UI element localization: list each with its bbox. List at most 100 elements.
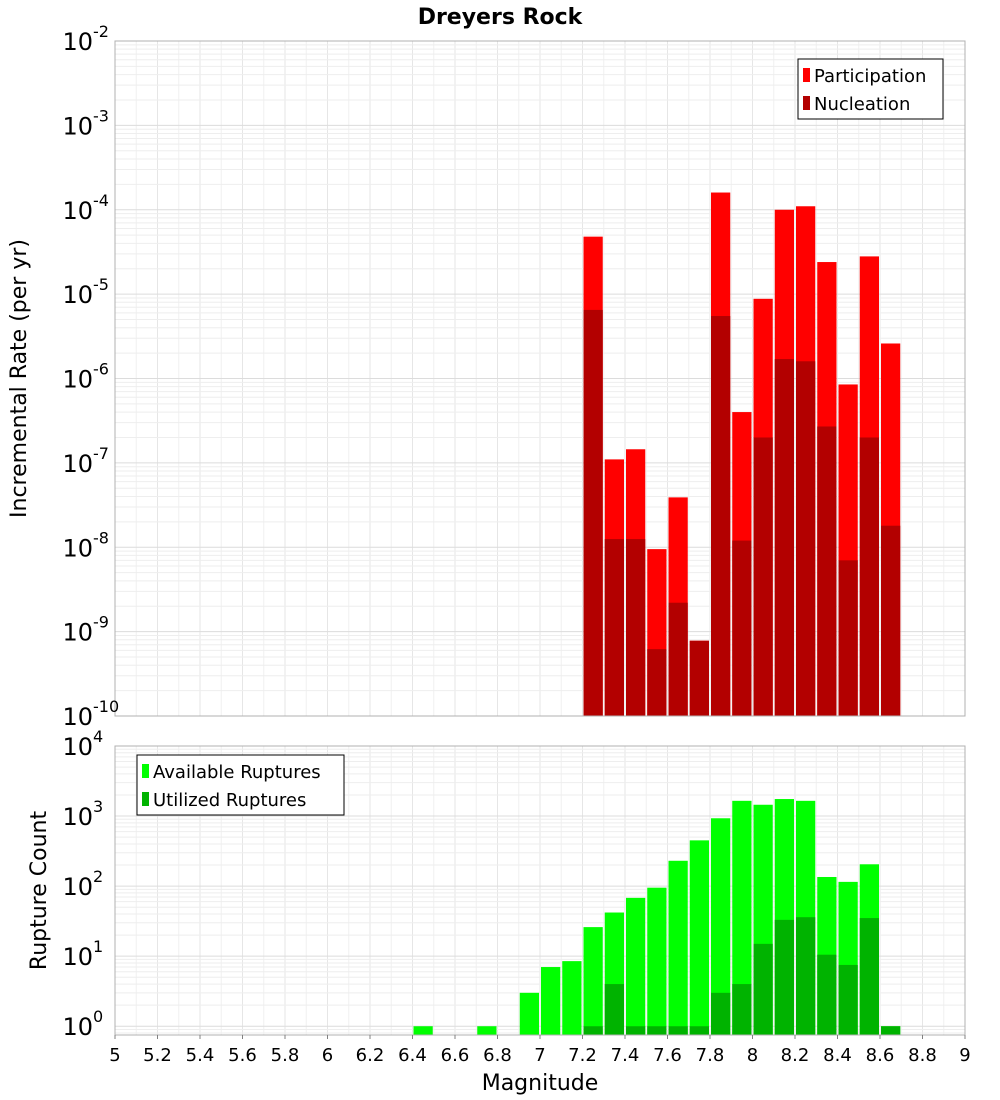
y-tick-label: 10 bbox=[62, 450, 93, 478]
bar-nucleation bbox=[626, 539, 646, 716]
bar-available-ruptures bbox=[689, 840, 709, 1035]
x-tick-label: 9 bbox=[959, 1045, 970, 1066]
legend-box bbox=[797, 58, 944, 120]
x-tick-label: 5 bbox=[109, 1045, 120, 1066]
bar-available-ruptures bbox=[541, 967, 561, 1035]
y-tick-exponent: -5 bbox=[93, 275, 109, 294]
y-tick-exponent: -10 bbox=[93, 697, 119, 716]
legend-box bbox=[136, 754, 345, 816]
legend-label: Available Ruptures bbox=[153, 762, 321, 783]
x-tick-label: 8.2 bbox=[781, 1045, 810, 1066]
bar-nucleation bbox=[774, 359, 794, 716]
bar-nucleation bbox=[859, 437, 879, 716]
bar-utilized-ruptures bbox=[583, 1026, 603, 1035]
x-tick-label: 7.2 bbox=[568, 1045, 597, 1066]
legend-swatch bbox=[142, 764, 149, 778]
x-tick-label: 7 bbox=[534, 1045, 545, 1066]
x-tick-label: 8.6 bbox=[866, 1045, 895, 1066]
bar-nucleation bbox=[711, 316, 731, 716]
bar-utilized-ruptures bbox=[732, 984, 752, 1035]
y-tick-label: 10 bbox=[62, 534, 93, 562]
y-tick-exponent: 2 bbox=[93, 867, 103, 886]
y-tick-label: 10 bbox=[62, 1013, 93, 1041]
y-tick-label: 10 bbox=[62, 703, 93, 731]
bar-available-ruptures bbox=[626, 897, 646, 1035]
x-tick-label: 5.6 bbox=[228, 1045, 257, 1066]
x-tick-label: 6.4 bbox=[398, 1045, 427, 1066]
bar-nucleation bbox=[753, 437, 773, 716]
y-tick-exponent: 4 bbox=[93, 727, 103, 746]
bar-utilized-ruptures bbox=[647, 1026, 667, 1035]
chart-title: Dreyers Rock bbox=[418, 5, 584, 30]
y-tick-exponent: 3 bbox=[93, 797, 103, 816]
bar-utilized-ruptures bbox=[626, 1026, 646, 1035]
legend-swatch bbox=[803, 68, 810, 82]
x-tick-label: 5.2 bbox=[143, 1045, 172, 1066]
bar-utilized-ruptures bbox=[817, 954, 837, 1035]
bar-available-ruptures bbox=[711, 818, 731, 1035]
bar-utilized-ruptures bbox=[753, 943, 773, 1035]
x-tick-label: 6.6 bbox=[441, 1045, 470, 1066]
bar-nucleation bbox=[817, 426, 837, 716]
bar-nucleation bbox=[838, 560, 858, 716]
y-axis-title: Rupture Count bbox=[27, 811, 52, 971]
bar-available-ruptures bbox=[583, 927, 603, 1035]
x-tick-label: 8.8 bbox=[908, 1045, 937, 1066]
x-tick-label: 5.4 bbox=[186, 1045, 215, 1066]
x-tick-label: 6 bbox=[322, 1045, 333, 1066]
bar-nucleation bbox=[689, 640, 709, 716]
y-tick-label: 10 bbox=[62, 619, 93, 647]
bar-available-ruptures bbox=[562, 961, 582, 1035]
bar-available-ruptures bbox=[413, 1026, 433, 1035]
bar-available-ruptures bbox=[477, 1026, 497, 1035]
x-tick-label: 6.2 bbox=[356, 1045, 385, 1066]
y-tick-exponent: 1 bbox=[93, 937, 103, 956]
x-axis-title: Magnitude bbox=[482, 1071, 599, 1096]
bar-utilized-ruptures bbox=[774, 919, 794, 1035]
legend-swatch bbox=[803, 96, 810, 110]
legend-label: Participation bbox=[814, 66, 926, 87]
y-tick-label: 10 bbox=[62, 366, 93, 394]
bar-available-ruptures bbox=[668, 860, 688, 1035]
bar-available-ruptures bbox=[519, 992, 539, 1035]
y-tick-exponent: -7 bbox=[93, 444, 109, 463]
bar-available-ruptures bbox=[732, 800, 752, 1035]
legend-swatch bbox=[142, 792, 149, 806]
bar-nucleation bbox=[881, 525, 901, 716]
y-tick-label: 10 bbox=[62, 873, 93, 901]
legend-label: Utilized Ruptures bbox=[153, 790, 306, 811]
bar-utilized-ruptures bbox=[881, 1026, 901, 1035]
y-tick-exponent: -2 bbox=[93, 22, 109, 41]
x-tick-label: 6.8 bbox=[483, 1045, 512, 1066]
bar-utilized-ruptures bbox=[796, 917, 816, 1035]
y-tick-label: 10 bbox=[62, 281, 93, 309]
bar-utilized-ruptures bbox=[838, 964, 858, 1035]
y-tick-exponent: 0 bbox=[93, 1007, 103, 1026]
plot-border bbox=[114, 40, 966, 717]
y-tick-exponent: -4 bbox=[93, 191, 109, 210]
y-tick-label: 10 bbox=[62, 28, 93, 56]
y-tick-label: 10 bbox=[62, 943, 93, 971]
x-tick-label: 8 bbox=[747, 1045, 758, 1066]
x-tick-label: 7.6 bbox=[653, 1045, 682, 1066]
bar-nucleation bbox=[604, 539, 624, 716]
bar-utilized-ruptures bbox=[668, 1026, 688, 1035]
y-tick-exponent: -8 bbox=[93, 528, 109, 547]
bar-utilized-ruptures bbox=[859, 918, 879, 1035]
x-tick-label: 5.8 bbox=[271, 1045, 300, 1066]
bar-available-ruptures bbox=[647, 887, 667, 1035]
y-tick-exponent: -6 bbox=[93, 360, 109, 379]
y-tick-exponent: -9 bbox=[93, 613, 109, 632]
y-axis-title: Incremental Rate (per yr) bbox=[7, 239, 32, 518]
y-tick-label: 10 bbox=[62, 733, 93, 761]
y-tick-label: 10 bbox=[62, 112, 93, 140]
bar-utilized-ruptures bbox=[711, 992, 731, 1035]
bar-nucleation bbox=[583, 309, 603, 716]
y-tick-label: 10 bbox=[62, 803, 93, 831]
y-tick-exponent: -3 bbox=[93, 106, 109, 125]
bar-utilized-ruptures bbox=[689, 1026, 709, 1035]
x-tick-label: 7.8 bbox=[696, 1045, 725, 1066]
x-tick-label: 8.4 bbox=[823, 1045, 852, 1066]
